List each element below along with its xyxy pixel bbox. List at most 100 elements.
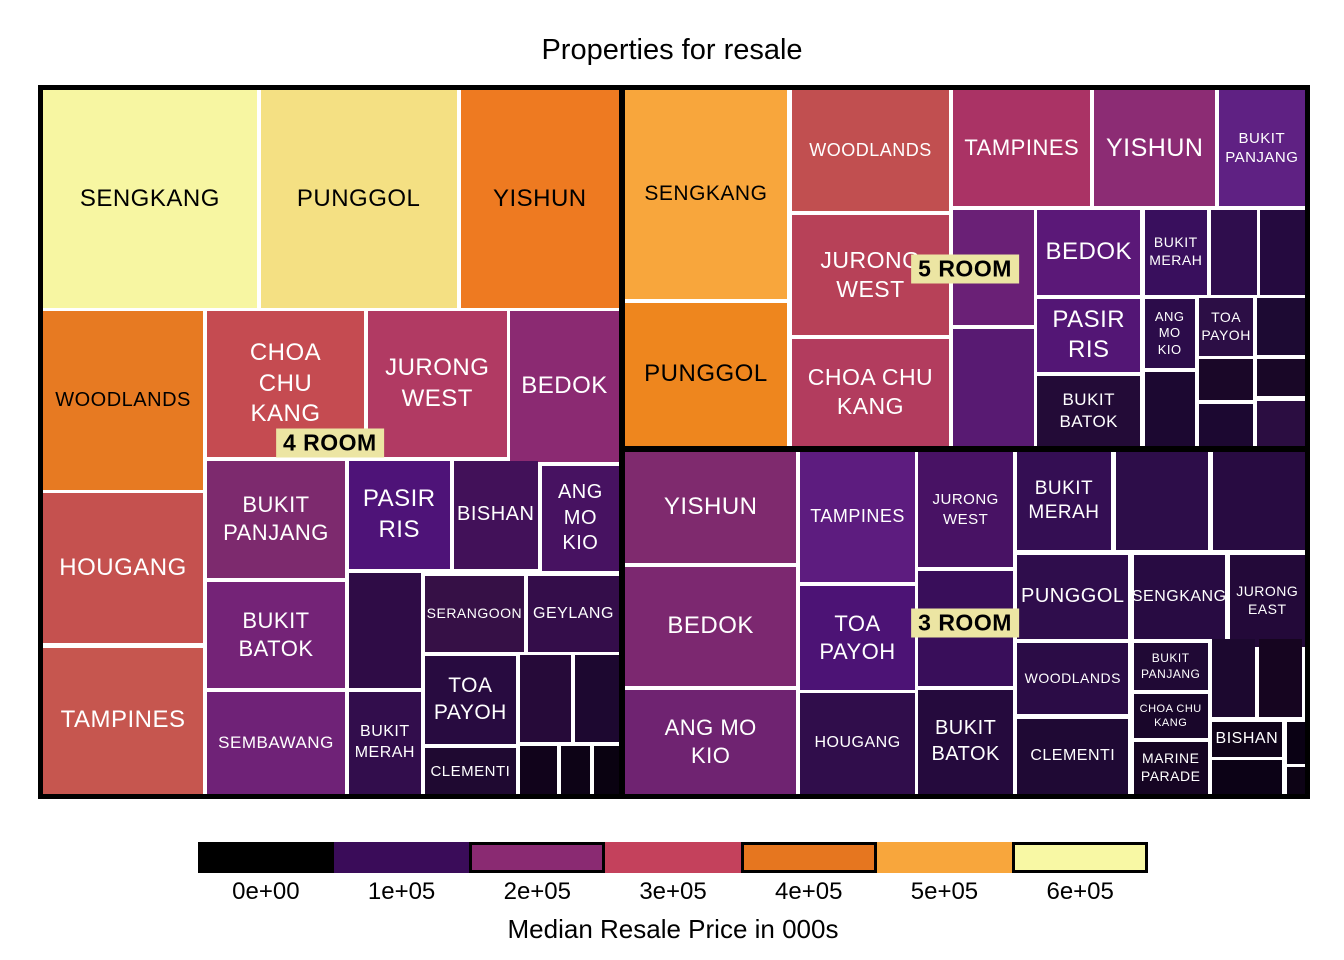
treemap-cell-pasir-ris: PASIR RIS [1037, 298, 1141, 373]
treemap-cell-toa-payoh: TOA PAYOH [424, 656, 516, 745]
treemap-cell-label: BUKIT BATOK [931, 717, 1000, 765]
treemap-cell-label: TAMPINES [810, 506, 905, 527]
treemap-cell-unlabeled [519, 746, 558, 794]
treemap-cell-bukit-batok: BUKIT BATOK [1037, 376, 1141, 446]
treemap-cell-unlabeled [1287, 722, 1305, 764]
treemap-cell-tampines: TAMPINES [953, 90, 1091, 207]
legend-swatch-row: 0e+00 1e+05 2e+05 3e+05 4e+05 5e+05 6e+05 [198, 842, 1149, 906]
treemap-cell-jurong-west: JURONG WEST [367, 311, 507, 457]
treemap-cell-label: BEDOK [667, 612, 754, 640]
treemap-cell-punggol: PUNGGOL [625, 303, 787, 446]
treemap-cell-label: HOUGANG [814, 734, 901, 752]
treemap-cell-toa-payoh: TOA PAYOH [800, 586, 915, 690]
treemap-cell-label: PUNGGOL [644, 360, 768, 388]
treemap-cell-label: TAMPINES [964, 134, 1080, 160]
treemap-cell-toa-payoh: TOA PAYOH [1198, 297, 1254, 356]
legend-tick-label: 0e+00 [232, 878, 300, 905]
treemap-cell-unlabeled [1144, 372, 1195, 446]
treemap-cell-unlabeled [1211, 760, 1282, 794]
treemap-cell-yishun: YISHUN [460, 90, 619, 309]
treemap-cell-woodlands: WOODLANDS [43, 311, 204, 490]
treemap-cell-bukit-panjang: BUKIT PANJANG [207, 461, 345, 578]
treemap-cell-label: YISHUN [1105, 134, 1204, 163]
treemap-cell-marine-parade: MARINE PARADE [1133, 741, 1208, 794]
treemap-cell-bishan: BISHAN [1211, 722, 1282, 757]
treemap-cell-unlabeled [519, 655, 571, 742]
legend-entry: 6e+05 [1012, 842, 1149, 906]
treemap-cell-bukit-merah: BUKIT MERAH [1144, 209, 1208, 295]
treemap-cell-label: BUKIT PANJANG [1225, 129, 1299, 167]
color-legend: 0e+00 1e+05 2e+05 3e+05 4e+05 5e+05 6e+05 Medi… [198, 842, 1149, 945]
legend-swatch [876, 842, 1013, 873]
treemap-cell-sengkang: SENGKANG [625, 90, 787, 300]
treemap-cell-label: CHOA CHU KANG [1139, 703, 1202, 730]
treemap-cell-yishun: YISHUN [1094, 90, 1216, 207]
treemap-cell-label: SENGKANG [79, 184, 220, 212]
treemap-cell-ang-mo-kio: ANG MO KIO [541, 465, 619, 571]
treemap-cell-label: CLEMENTI [1030, 747, 1116, 765]
treemap-cell-sembawang: SEMBAWANG [207, 691, 345, 794]
treemap-cell-label: BUKIT PANJANG [1141, 651, 1201, 681]
treemap-cell-punggol: PUNGGOL [1017, 554, 1129, 640]
treemap-cell-label: BUKIT PANJANG [223, 492, 329, 546]
treemap-cell-unlabeled [1257, 400, 1305, 446]
treemap-cell-bukit-batok: BUKIT BATOK [918, 689, 1014, 794]
treemap-cell-jurong-east: JURONG EAST [1229, 554, 1305, 648]
treemap-cell-unlabeled [1287, 767, 1305, 794]
treemap-cell-label: BEDOK [521, 372, 608, 399]
legend-tick-label: 6e+05 [1046, 878, 1114, 905]
legend-tick-label: 5e+05 [910, 878, 979, 905]
treemap-cell-tampines: TAMPINES [800, 452, 915, 582]
treemap-cell-punggol: PUNGGOL [260, 90, 457, 309]
treemap-cell-label: SENGKANG [644, 182, 768, 206]
treemap-cell-label: JURONG WEST [820, 246, 921, 302]
section-label-4-room: 4 ROOM [275, 428, 384, 458]
legend-swatch [469, 842, 606, 873]
treemap-cell-label: TAMPINES [60, 706, 186, 734]
treemap-cell-label: JURONG WEST [385, 354, 490, 412]
treemap-cell-label: WOODLANDS [1024, 669, 1121, 686]
legend-entry: 0e+00 [198, 842, 334, 906]
section-3-room: YISHUN BEDOK ANG MO KIO TAMPINES TOA PAYOH HO… [622, 449, 1308, 797]
legend-swatch [333, 842, 470, 873]
section-label-5-room: 5 ROOM [911, 254, 1019, 284]
treemap-cell-jurong-west: JURONG WEST [918, 452, 1014, 568]
treemap-cell-unlabeled [594, 746, 619, 794]
treemap-cell-label: BUKIT BATOK [1059, 390, 1119, 432]
legend-swatch [198, 842, 334, 873]
treemap-cell-label: MARINE PARADE [1140, 749, 1201, 784]
treemap-cell-label: TOA PAYOH [433, 674, 507, 725]
treemap-cell-label: YISHUN [492, 184, 587, 212]
treemap-cell-choa-chu-kang: CHOA CHU KANG [1133, 694, 1208, 738]
treemap-cell-unlabeled [1211, 209, 1257, 295]
legend-entry: 1e+05 [333, 842, 470, 906]
legend-title: Median Resale Price in 000s [507, 914, 839, 944]
legend-tick-label: 4e+05 [775, 878, 843, 905]
treemap-cell-label: BUKIT MERAH [1028, 477, 1100, 524]
treemap-cell-label: JURONG EAST [1236, 583, 1299, 617]
treemap-cell-label: PASIR RIS [1052, 305, 1126, 364]
treemap-cell-unlabeled [1259, 639, 1303, 718]
treemap-cell-unlabeled [1198, 359, 1254, 400]
treemap-cell-unlabeled [953, 328, 1034, 446]
treemap-cell-sengkang: SENGKANG [1133, 554, 1225, 640]
treemap-cell-pasir-ris: PASIR RIS [348, 461, 450, 570]
treemap-cell-label: TOA PAYOH [819, 610, 896, 664]
treemap-cell-label: SERANGOON [426, 604, 523, 621]
treemap-cell-label: SEMBAWANG [218, 733, 334, 753]
treemap-cell-unlabeled [1257, 358, 1305, 397]
treemap-cell-label: PASIR RIS [362, 485, 436, 544]
treemap-cell-label: ANG MO KIO [664, 714, 757, 768]
treemap-cell-tampines: TAMPINES [43, 647, 204, 794]
treemap-cell-ang-mo-kio: ANG MO KIO [625, 689, 797, 794]
treemap-cell-bukit-merah: BUKIT MERAH [1017, 452, 1111, 551]
treemap-cell-label: BISHAN [1215, 730, 1279, 748]
treemap-cell-hougang: HOUGANG [43, 493, 204, 644]
legend-entry: 5e+05 [876, 842, 1013, 906]
treemap-cell-unlabeled [1257, 297, 1305, 355]
treemap-cell-label: CHOA CHU KANG [807, 363, 934, 420]
legend-tick-label: 1e+05 [367, 878, 436, 905]
legend-entry: 2e+05 [469, 842, 606, 906]
treemap-cell-bukit-batok: BUKIT BATOK [207, 582, 345, 689]
section-label-3-room: 3 ROOM [911, 608, 1019, 638]
